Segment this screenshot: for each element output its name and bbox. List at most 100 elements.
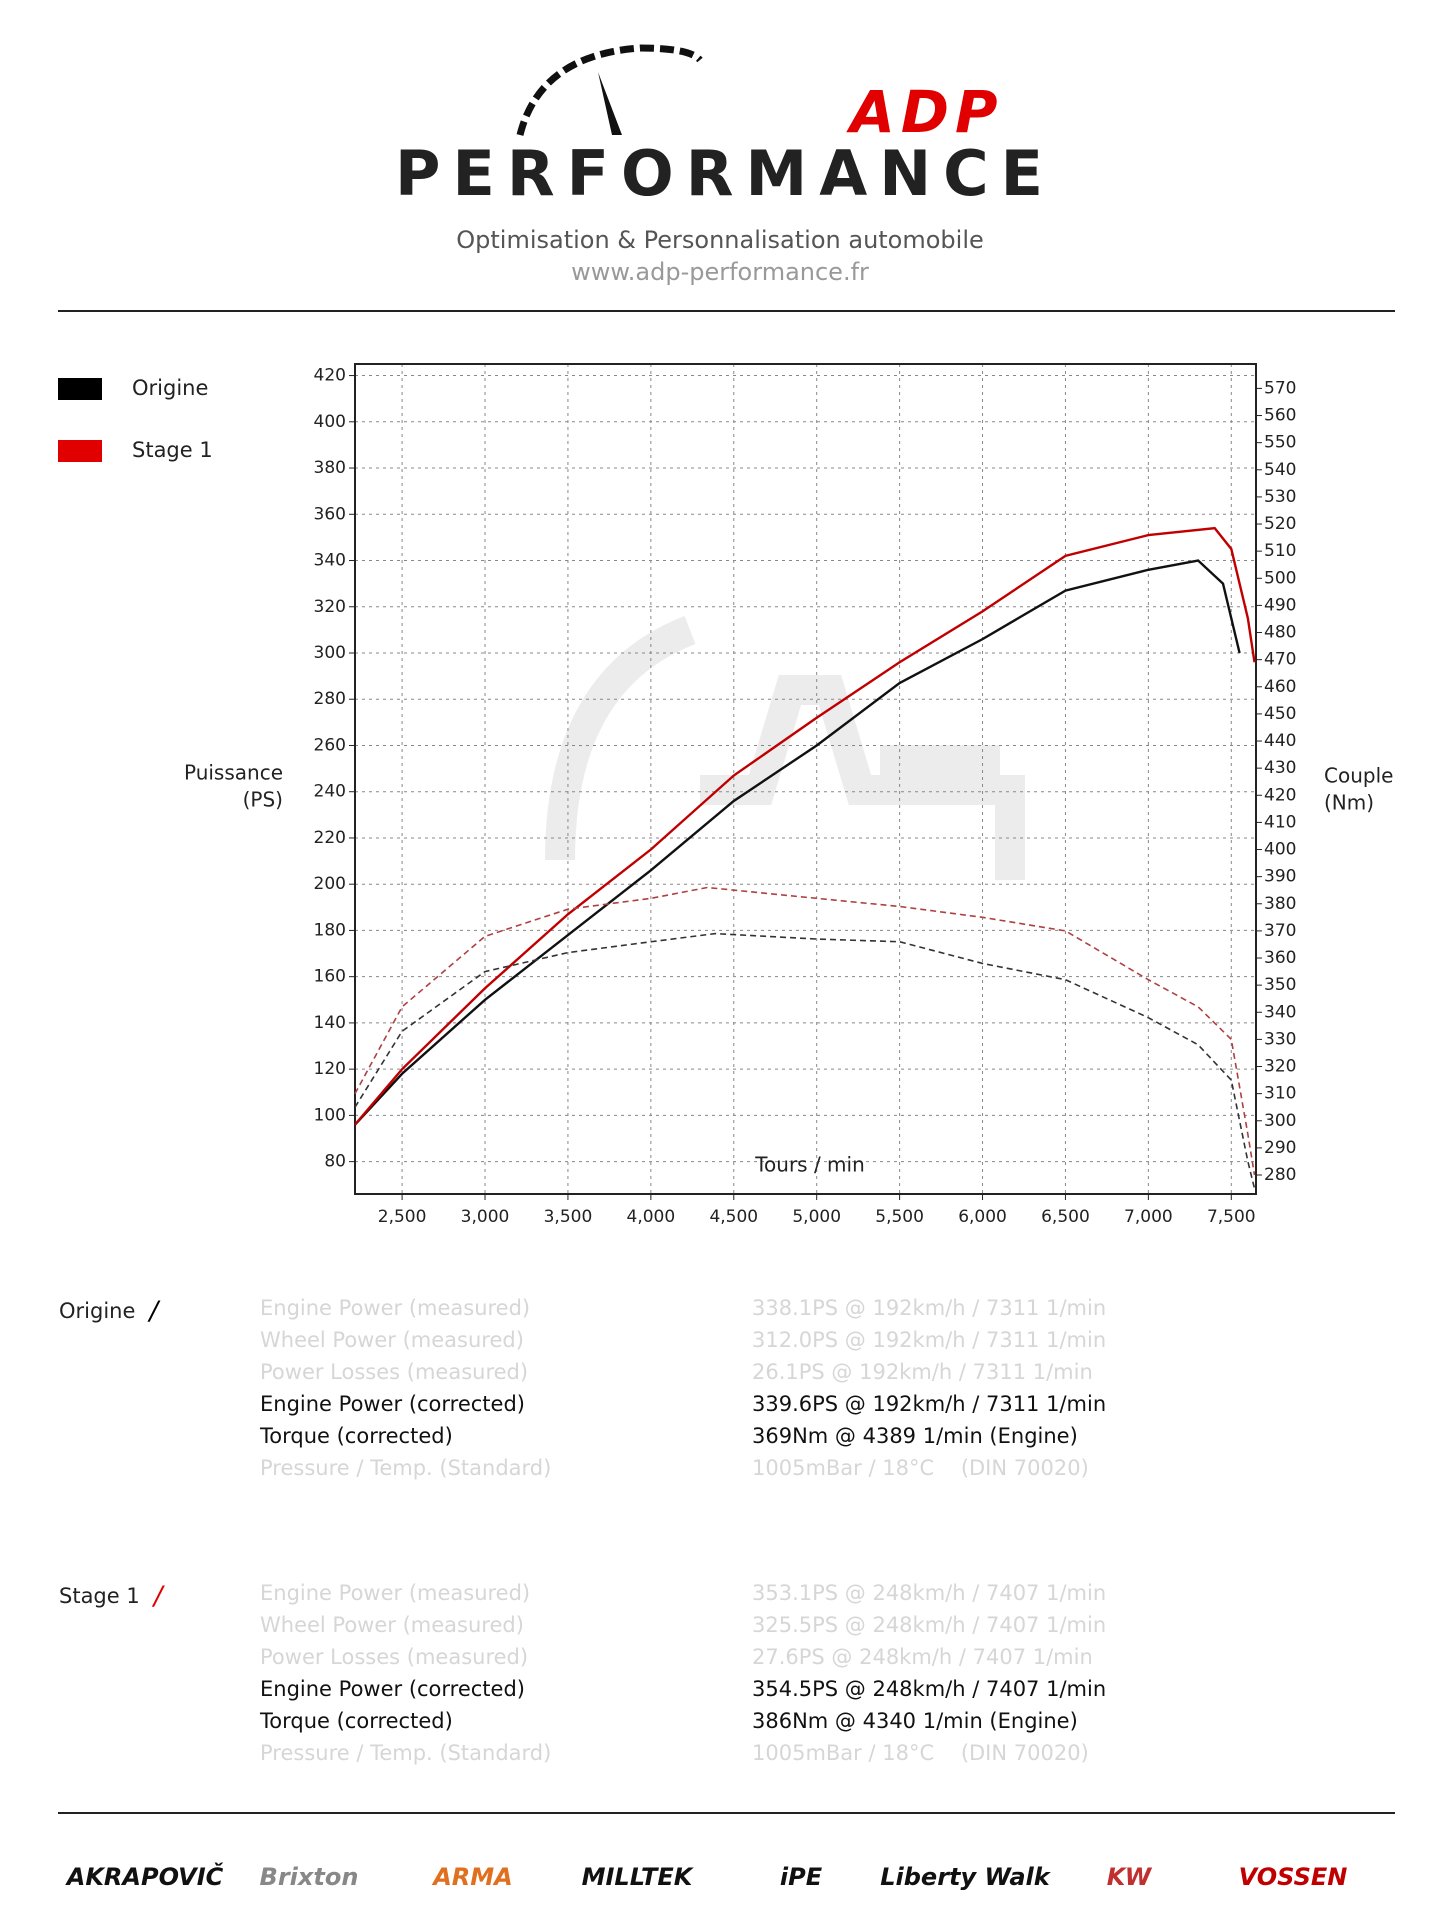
y2-tick-label: 550 [1264,433,1296,453]
result-value: 312.0PS @ 192km/h / 7311 1/min [752,1328,1106,1352]
sponsor-logo: AKRAPOVIČ [65,1861,224,1891]
result-label: Power Losses (measured) [260,1360,528,1384]
result-label: Engine Power (corrected) [260,1677,525,1701]
y2-tick-label: 450 [1264,704,1296,724]
result-label: Wheel Power (measured) [260,1613,524,1637]
y-tick-label: 180 [314,920,346,940]
sponsor-logo: iPE [780,1863,823,1891]
y-tick-label: 340 [314,551,346,571]
y2-tick-label: 570 [1264,378,1296,398]
tagline: Optimisation & Personnalisation automobi… [456,226,984,254]
result-label: Power Losses (measured) [260,1645,528,1669]
x-axis-label: Tours / min [754,1153,865,1177]
y2-tick-label: 510 [1264,541,1296,561]
y-tick-label: 360 [314,504,346,524]
y-tick-label: 300 [314,643,346,663]
result-label: Engine Power (measured) [260,1296,530,1320]
result-label: Torque (corrected) [259,1709,453,1733]
sponsor-logo: VOSSEN [1239,1863,1348,1891]
result-mark: / [147,1297,161,1327]
result-label: Engine Power (corrected) [260,1392,525,1416]
y-tick-label: 220 [314,828,346,848]
y-tick-label: 200 [314,874,346,894]
result-label: Wheel Power (measured) [260,1328,524,1352]
y-tick-label: 380 [314,458,346,478]
y2-tick-label: 540 [1264,460,1296,480]
y2-tick-label: 370 [1264,921,1296,941]
y2-tick-label: 350 [1264,975,1296,995]
y-tick-label: 160 [314,967,346,987]
result-label: Engine Power (measured) [260,1581,530,1605]
y2-tick-label: 530 [1264,487,1296,507]
x-tick-label: 4,000 [627,1207,676,1227]
y2-tick-label: 420 [1264,785,1296,805]
y2-tick-label: 500 [1264,568,1296,588]
x-tick-label: 3,500 [544,1207,593,1227]
y2-tick-label: 460 [1264,677,1296,697]
y2-tick-label: 300 [1264,1111,1296,1131]
sponsor-logo: MILLTEK [582,1863,695,1891]
x-tick-label: 3,000 [461,1207,510,1227]
series-line [354,559,1241,1126]
result-value: 339.6PS @ 192km/h / 7311 1/min [752,1392,1106,1416]
result-value: 1005mBar / 18°C (DIN 70020) [752,1456,1089,1480]
logo-needle [598,72,622,135]
y-axis-label: (PS) [243,788,283,812]
x-tick-label: 6,000 [958,1207,1007,1227]
y2-axis-label: Couple [1324,764,1393,788]
result-label: Torque (corrected) [259,1424,453,1448]
result-value: 369Nm @ 4389 1/min (Engine) [752,1424,1078,1448]
result-value: 26.1PS @ 192km/h / 7311 1/min [752,1360,1093,1384]
y2-tick-label: 480 [1264,623,1296,643]
result-value: 1005mBar / 18°C (DIN 70020) [752,1741,1089,1765]
series-line [354,886,1256,1176]
y2-tick-label: 430 [1264,758,1296,778]
sponsor-logo: Liberty Walk [880,1863,1052,1891]
y2-tick-label: 360 [1264,948,1296,968]
watermark [545,616,1025,880]
y-tick-label: 140 [314,1013,346,1033]
series-line [354,932,1256,1189]
y2-tick-label: 470 [1264,650,1296,670]
legend-label: Stage 1 [132,438,213,462]
x-tick-label: 5,500 [875,1207,924,1227]
y2-tick-label: 380 [1264,894,1296,914]
result-name: Stage 1 [59,1584,140,1608]
brand-name: PERFORMANCE [395,137,1045,210]
y2-tick-label: 290 [1264,1138,1296,1158]
y2-tick-label: 440 [1264,731,1296,751]
sponsor-logo: KW [1107,1863,1153,1891]
y-tick-label: 100 [314,1105,346,1125]
result-label: Pressure / Temp. (Standard) [260,1456,551,1480]
x-tick-label: 2,500 [378,1207,427,1227]
logo-arc [516,44,703,136]
y2-tick-label: 280 [1264,1165,1296,1185]
legend-label: Origine [132,376,208,400]
result-value: 354.5PS @ 248km/h / 7407 1/min [752,1677,1106,1701]
y-tick-label: 120 [314,1059,346,1079]
y-tick-label: 400 [314,412,346,432]
url: www.adp-performance.fr [571,258,869,286]
y2-tick-label: 330 [1264,1029,1296,1049]
result-label: Pressure / Temp. (Standard) [260,1741,551,1765]
y2-tick-label: 310 [1264,1084,1296,1104]
y-tick-label: 240 [314,782,346,802]
x-tick-label: 6,500 [1041,1207,1090,1227]
y-tick-label: 80 [324,1152,346,1172]
y-tick-label: 420 [314,366,346,386]
result-name: Origine [59,1299,135,1323]
y-tick-label: 260 [314,735,346,755]
result-mark: / [152,1582,166,1612]
x-tick-label: 7,500 [1207,1207,1256,1227]
y2-axis-label: (Nm) [1324,791,1374,815]
y2-tick-label: 400 [1264,840,1296,860]
series-line [354,526,1256,1126]
legend-swatch [58,378,102,400]
sponsor-logo: ARMA [431,1863,513,1891]
x-tick-label: 4,500 [709,1207,758,1227]
x-tick-label: 5,000 [792,1207,841,1227]
result-value: 353.1PS @ 248km/h / 7407 1/min [752,1581,1106,1605]
y-axis-label: Puissance [184,761,283,785]
